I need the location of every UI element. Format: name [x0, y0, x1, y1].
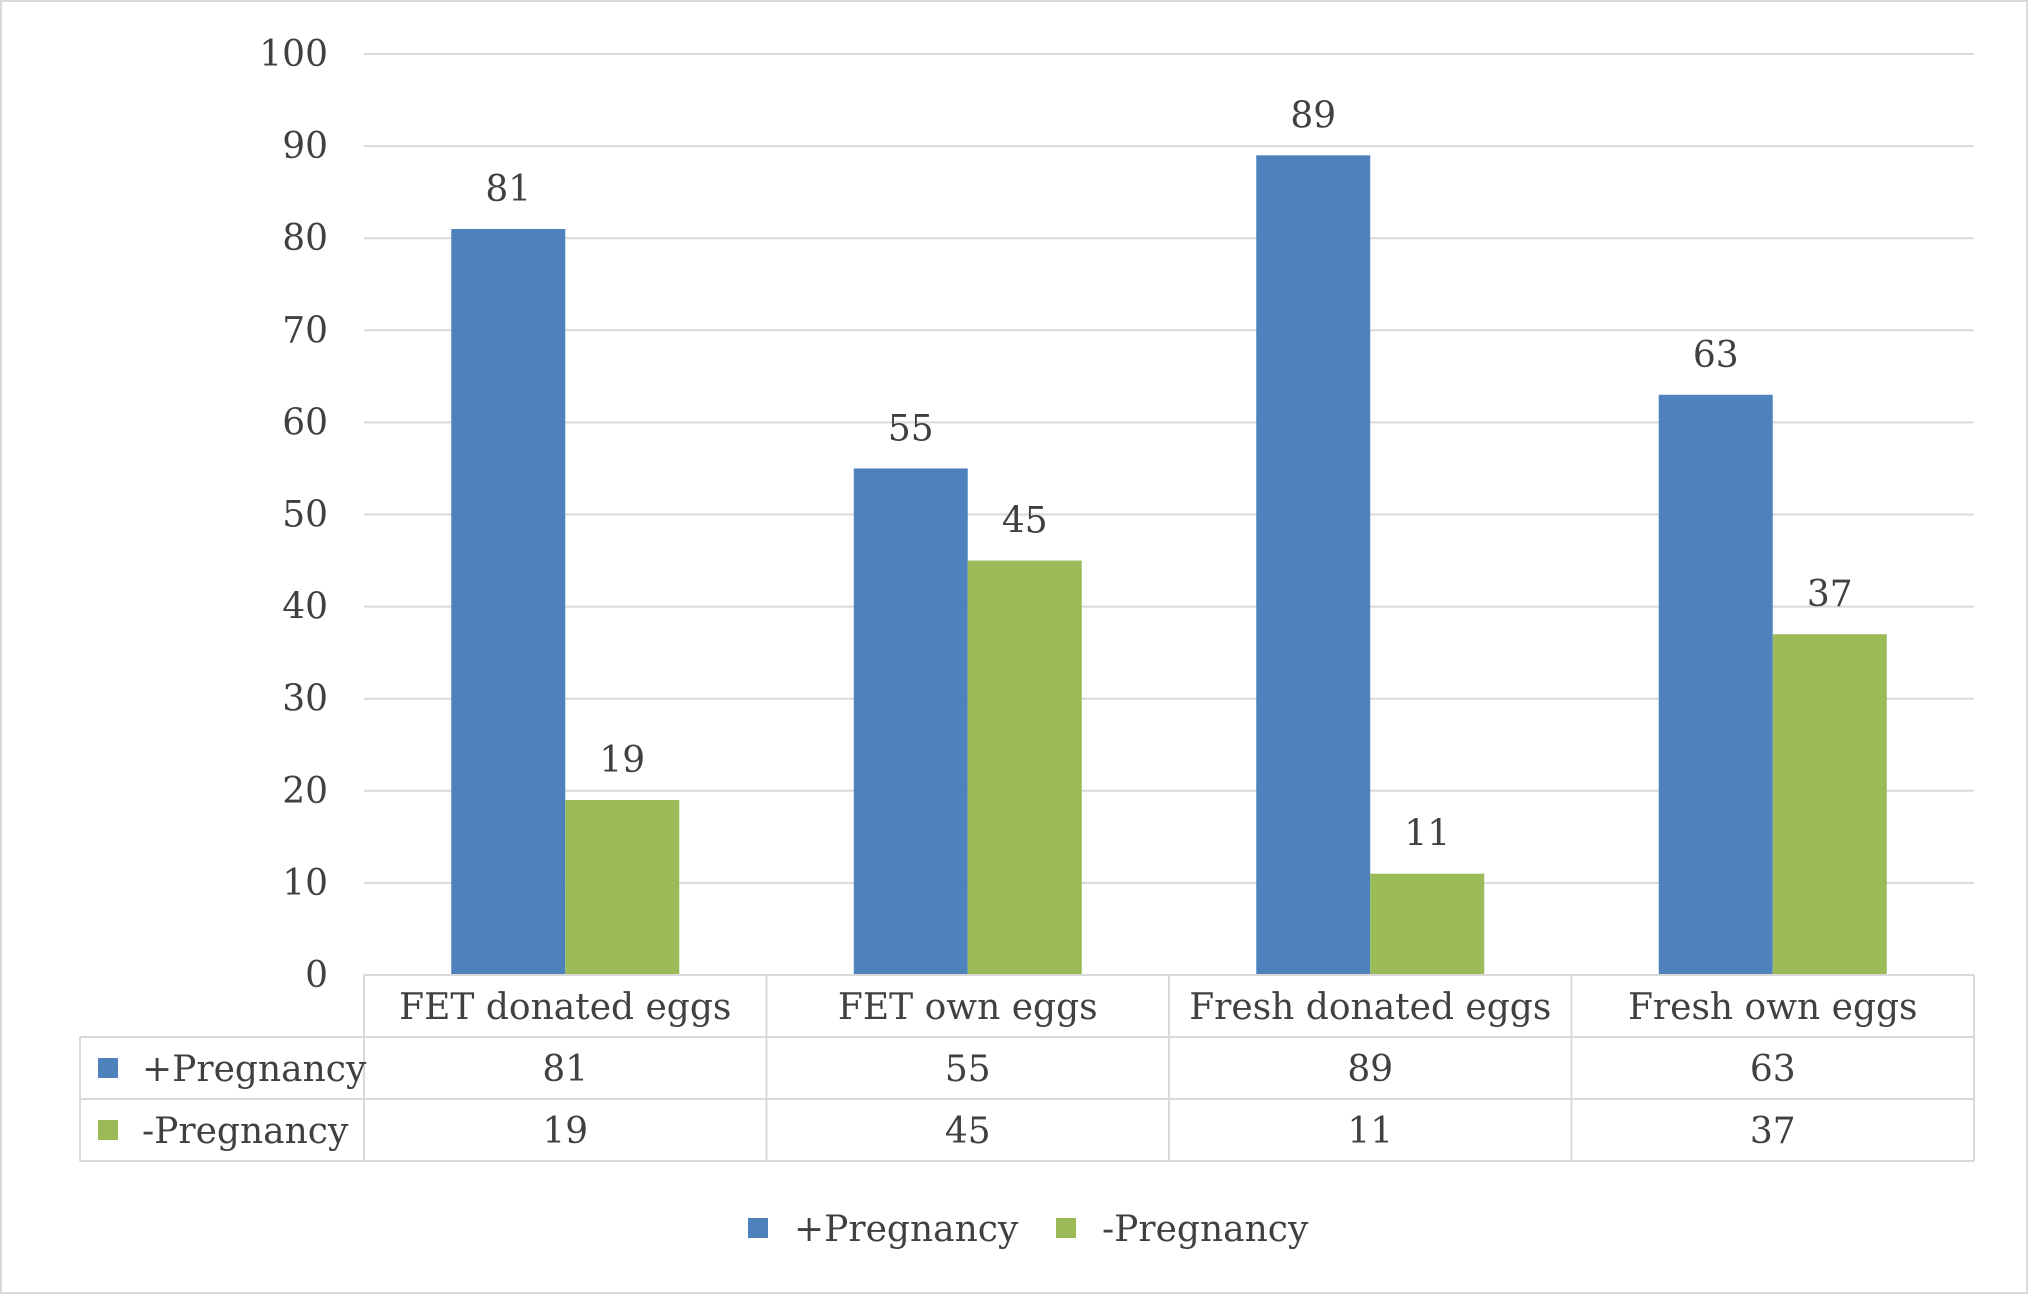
gridlines	[364, 53, 1974, 884]
legend: +Pregnancy -Pregnancy	[748, 1209, 1309, 1250]
y-tick-label: 70	[282, 310, 328, 351]
data-label: 55	[888, 408, 934, 449]
category-label: Fresh donated eggs	[1189, 987, 1551, 1028]
category-label: FET own eggs	[838, 987, 1098, 1028]
y-tick-label: 10	[282, 863, 328, 904]
data-label: 81	[485, 169, 531, 210]
category-label: Fresh own eggs	[1628, 987, 1918, 1028]
table-cell-value: 19	[542, 1111, 588, 1152]
y-tick-label: 80	[282, 218, 328, 259]
data-label: 89	[1290, 95, 1336, 136]
data-label: 45	[1002, 501, 1048, 542]
y-axis-ticks: 0 10 20 30 40 50 60 70 80 90 100	[259, 34, 328, 996]
table-legend-key	[98, 1058, 118, 1078]
bars	[451, 155, 1887, 976]
table-series-name: -Pregnancy	[142, 1111, 349, 1152]
data-label: 37	[1807, 574, 1853, 615]
table-cell-value: 55	[945, 1049, 991, 1090]
legend-label: -Pregnancy	[1102, 1209, 1309, 1250]
table-cell-value: 63	[1750, 1049, 1796, 1090]
table-cell-value: 81	[542, 1049, 588, 1090]
legend-swatch	[748, 1218, 768, 1238]
bar-plus-pregnancy	[1256, 155, 1371, 975]
y-tick-label: 20	[282, 771, 328, 812]
bar-minus-pregnancy	[967, 560, 1082, 975]
data-label: 11	[1404, 814, 1450, 855]
y-tick-label: 100	[259, 34, 328, 75]
bar-plus-pregnancy	[853, 468, 968, 975]
legend-label: +Pregnancy	[794, 1209, 1019, 1250]
table-cell-value: 11	[1347, 1111, 1393, 1152]
bar-plus-pregnancy	[1658, 394, 1773, 975]
y-tick-label: 30	[282, 679, 328, 720]
y-tick-label: 40	[282, 587, 328, 628]
legend-swatch	[1056, 1218, 1076, 1238]
data-labels: 81 19 55 45 89 11 63 37	[485, 95, 1852, 854]
table-series-name: +Pregnancy	[142, 1049, 367, 1090]
bar-minus-pregnancy	[1370, 873, 1485, 975]
y-tick-label: 60	[282, 402, 328, 443]
table-cell-value: 89	[1347, 1049, 1393, 1090]
bar-plus-pregnancy	[451, 228, 566, 976]
data-table: FET donated eggs FET own eggs Fresh donate…	[79, 974, 1975, 1162]
bar-minus-pregnancy	[1772, 634, 1887, 975]
y-tick-label: 50	[282, 495, 328, 536]
bar-minus-pregnancy	[565, 800, 680, 975]
table-legend-key	[98, 1120, 118, 1140]
table-cell-value: 45	[945, 1111, 991, 1152]
category-label: FET donated eggs	[399, 987, 731, 1028]
y-tick-label: 90	[282, 126, 328, 167]
table-cell-value: 37	[1750, 1111, 1796, 1152]
data-label: 19	[599, 740, 645, 781]
data-label: 63	[1693, 335, 1739, 376]
y-tick-label: 0	[305, 955, 328, 996]
